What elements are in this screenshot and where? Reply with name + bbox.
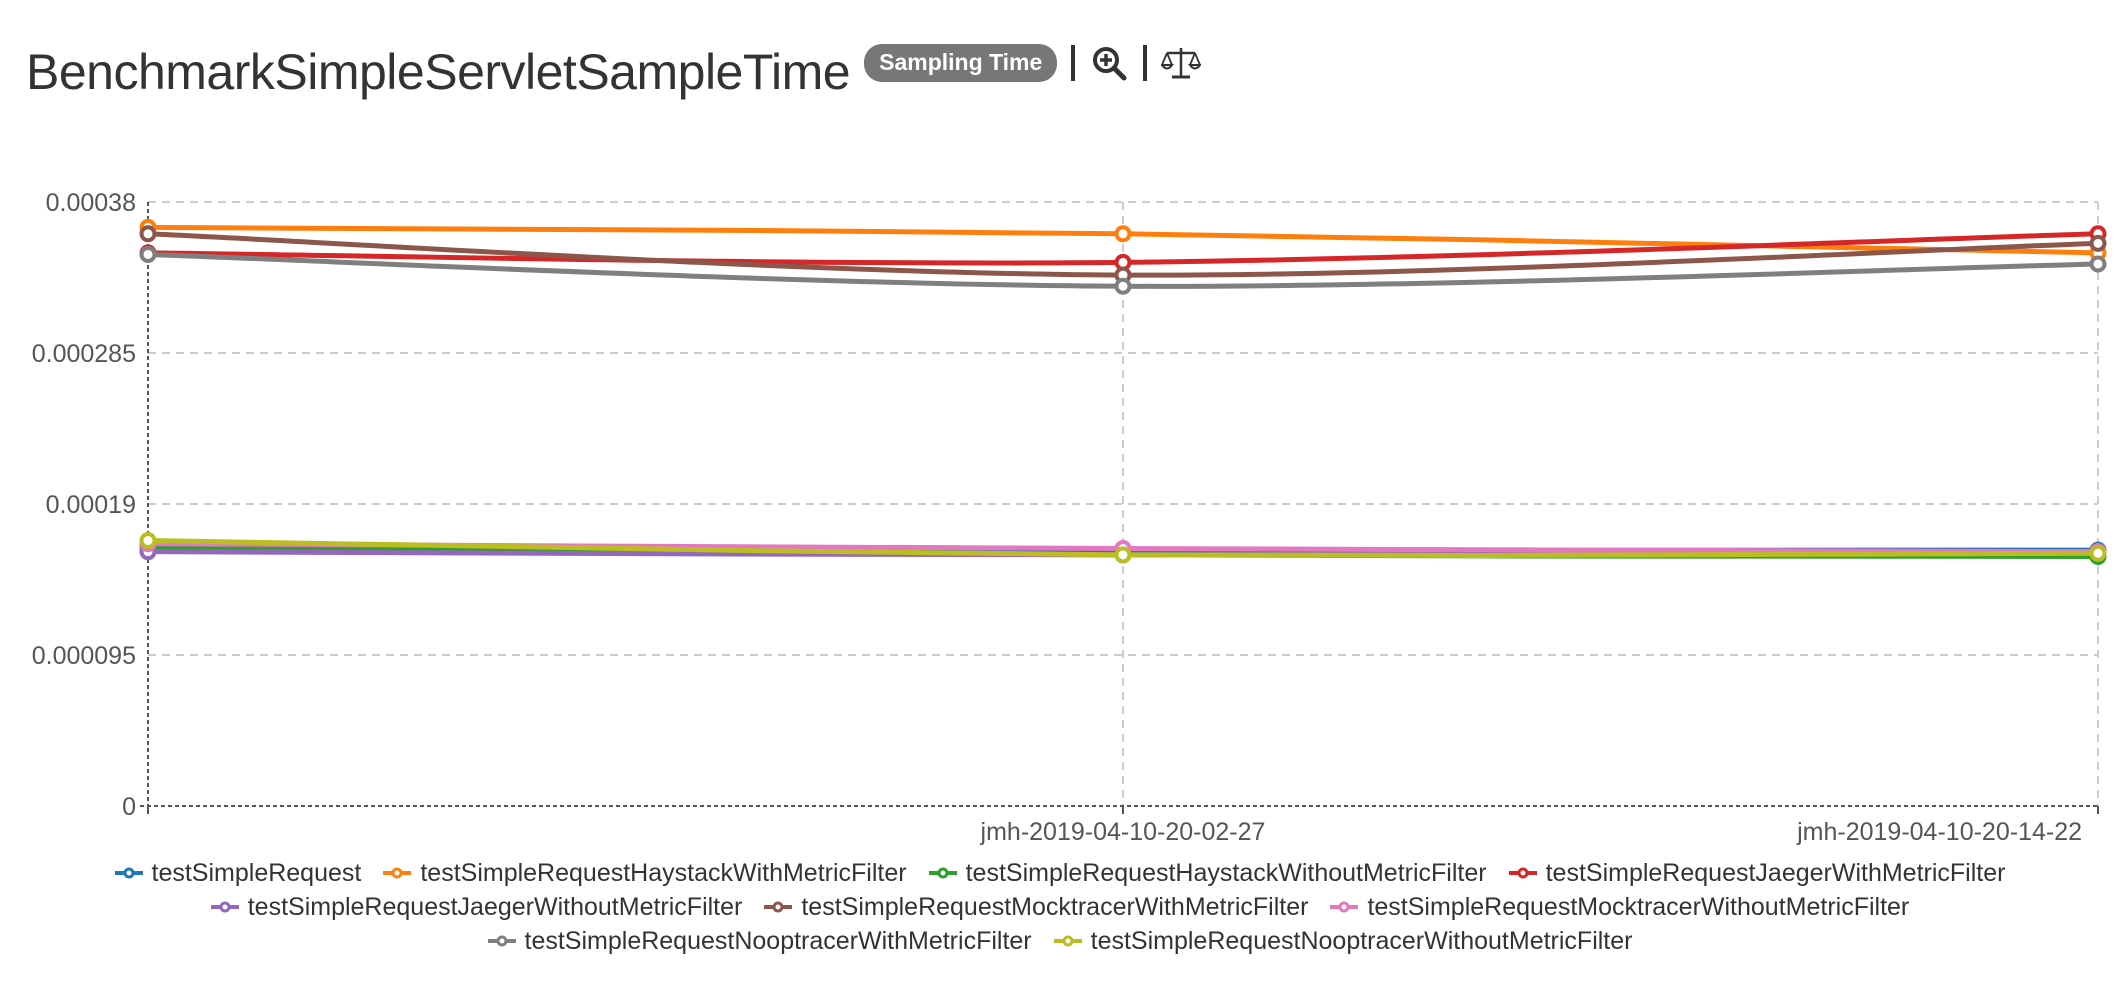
x-tick-label: jmh-2019-04-10-20-14-22 <box>1796 818 2082 846</box>
separator <box>1071 45 1076 81</box>
sampling-mode-badge: Sampling Time <box>864 44 1058 82</box>
data-point <box>2089 544 2107 562</box>
legend-label: testSimpleRequestMocktracerWithMetricFil… <box>801 892 1309 921</box>
legend-marker-icon <box>383 867 412 879</box>
legend-marker-icon <box>487 935 516 947</box>
data-point <box>139 245 157 263</box>
legend-item[interactable]: testSimpleRequestHaystackWithMetricFilte… <box>383 858 907 888</box>
legend-item[interactable]: testSimpleRequestJaegerWithoutMetricFilt… <box>210 892 743 922</box>
legend-label: testSimpleRequest <box>151 858 362 887</box>
series-testSimpleRequestMocktracerWithMetricFilter <box>139 225 2107 284</box>
legend-label: testSimpleRequestHaystackWithoutMetricFi… <box>965 858 1487 887</box>
series-testSimpleRequestNooptracerWithoutMetricFilter <box>139 532 2107 564</box>
legend-label: testSimpleRequestMocktracerWithoutMetric… <box>1367 892 1910 921</box>
legend-item[interactable]: testSimpleRequest <box>114 858 362 888</box>
legend-marker-icon <box>210 901 239 913</box>
balance-scale-icon-glyph <box>1161 48 1202 79</box>
legend-item[interactable]: testSimpleRequestMocktracerWithoutMetric… <box>1330 893 1909 922</box>
y-tick-label: 0.00019 <box>46 491 136 519</box>
grid-lines <box>148 201 2099 806</box>
legend-marker-icon <box>928 867 957 879</box>
legend-marker-icon <box>1053 935 1082 947</box>
legend-label: testSimpleRequestJaegerWithMetricFilter <box>1545 858 2006 887</box>
legend-row: testSimpleRequestJaegerWithoutMetricFilt… <box>20 890 2100 924</box>
balance-scale-icon[interactable] <box>1161 43 1202 83</box>
legend-label: testSimpleRequestNooptracerWithMetricFil… <box>524 926 1032 955</box>
zoom-in-icon[interactable] <box>1089 43 1129 83</box>
legend-marker-icon <box>114 867 143 879</box>
data-point <box>2089 234 2107 252</box>
y-tick-label: 0.00038 <box>46 189 136 217</box>
data-point <box>1114 546 1132 564</box>
chart-legend: testSimpleRequest testSimpleRequestHaysta… <box>20 856 2100 958</box>
data-point <box>2089 255 2107 273</box>
x-tick-label: jmh-2019-04-10-20-02-27 <box>980 818 1266 846</box>
data-point <box>139 225 157 243</box>
data-point <box>1114 277 1132 295</box>
zoom-in-icon-glyph <box>1093 47 1127 81</box>
legend-row: testSimpleRequestNooptracerWithMetricFil… <box>20 924 2100 958</box>
data-point <box>1114 225 1132 243</box>
legend-marker-icon <box>1330 901 1359 913</box>
legend-label: testSimpleRequestNooptracerWithoutMetric… <box>1090 926 1633 955</box>
separator <box>1143 45 1148 81</box>
legend-row: testSimpleRequest testSimpleRequestHaysta… <box>20 856 2100 890</box>
line-chart: 0 0.000095 0.00019 0.000285 0.00038 jmh-2019-… <box>32 189 2107 846</box>
data-point <box>139 532 157 550</box>
legend-item[interactable]: testSimpleRequestNooptracerWithoutMetric… <box>1053 926 1633 956</box>
chart-header: BenchmarkSimpleServletSampleTime Samplin… <box>26 22 1202 122</box>
legend-marker-icon <box>1508 867 1537 879</box>
legend-label: testSimpleRequestHaystackWithMetricFilte… <box>420 858 907 887</box>
legend-item[interactable]: testSimpleRequestJaegerWithMetricFilter <box>1508 858 2006 888</box>
y-tick-label: 0 <box>122 793 136 821</box>
y-tick-label: 0.000285 <box>32 340 136 368</box>
legend-item[interactable]: testSimpleRequestMocktracerWithMetricFil… <box>764 893 1308 922</box>
series-testSimpleRequestNooptracerWithMetricFilter <box>139 245 2107 295</box>
legend-label: testSimpleRequestJaegerWithoutMetricFilt… <box>247 892 743 921</box>
legend-item[interactable]: testSimpleRequestHaystackWithoutMetricFi… <box>928 858 1487 888</box>
y-tick-label: 0.000095 <box>32 642 136 670</box>
legend-item[interactable]: testSimpleRequestNooptracerWithMetricFil… <box>487 926 1032 956</box>
legend-marker-icon <box>764 901 793 913</box>
chart-title: BenchmarkSimpleServletSampleTime <box>26 44 851 100</box>
